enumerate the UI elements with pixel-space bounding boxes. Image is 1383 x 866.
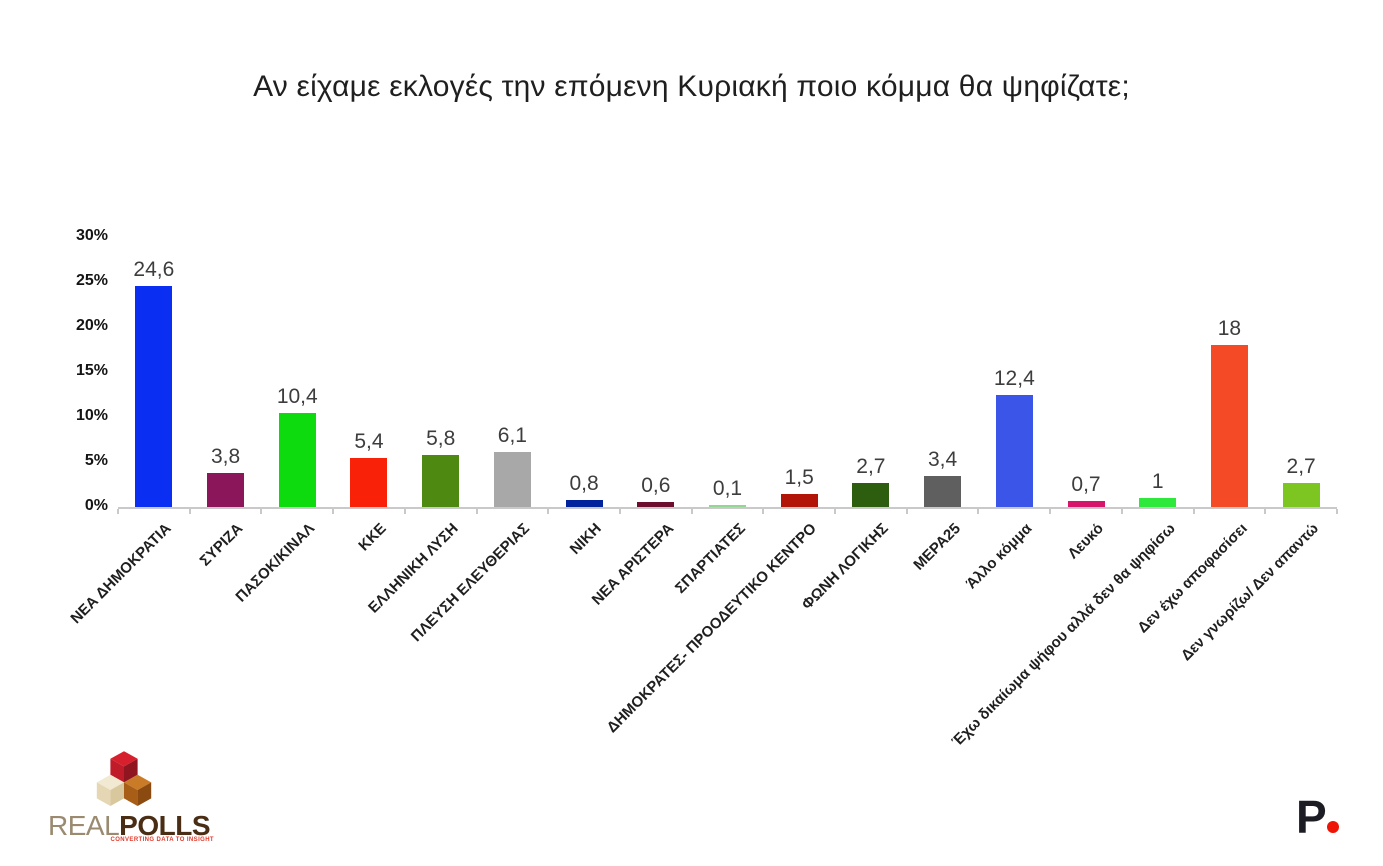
x-axis-tick — [1192, 509, 1195, 514]
realpolls-wordmark: REALPOLLS — [48, 810, 210, 842]
x-axis-category-label: Δεν γνωρίζω/ Δεν απαντώ — [1177, 520, 1323, 665]
p-logo-letter: P — [1296, 791, 1327, 843]
x-axis-tick — [1264, 509, 1267, 514]
x-axis-category-label: Άλλο κόμμα — [963, 520, 1036, 593]
bar — [135, 285, 173, 507]
y-axis-tick-label: 20% — [75, 317, 108, 334]
x-axis-tick — [1049, 509, 1052, 514]
bar-value-label: 10,4 — [276, 385, 318, 409]
x-axis-tick — [834, 509, 837, 514]
bar — [924, 476, 962, 507]
bar — [565, 499, 603, 507]
x-axis-tick — [260, 509, 263, 514]
bar — [422, 454, 460, 507]
bar — [1210, 345, 1248, 507]
y-axis-tick-label: 0% — [84, 497, 108, 514]
bar-value-label: 0,6 — [641, 473, 671, 497]
bar-value-label: 0,7 — [1071, 472, 1101, 496]
realpolls-text-polls: POLLS — [119, 810, 210, 841]
bar — [1067, 500, 1105, 507]
x-axis-tick — [1120, 509, 1123, 514]
bar-value-label: 5,4 — [354, 430, 384, 454]
x-axis-tick — [618, 509, 621, 514]
chart-title: Αν είχαμε εκλογές την επόμενη Κυριακή πο… — [253, 70, 1130, 103]
x-axis-tick — [977, 509, 980, 514]
x-axis-line — [118, 507, 1337, 509]
x-axis-category-label: ΝΕΑ ΔΗΜΟΚΡΑΤΙΑ — [67, 520, 175, 628]
x-axis-category-label: ΚΚΕ — [355, 520, 391, 555]
bar-value-label: 2,7 — [1286, 454, 1316, 478]
x-axis-tick — [403, 509, 406, 514]
bar — [278, 413, 316, 507]
y-axis-tick-label: 15% — [75, 362, 108, 379]
bar-value-label: 12,4 — [993, 367, 1035, 391]
x-axis-tick — [475, 509, 478, 514]
bar-value-label: 5,8 — [426, 426, 456, 450]
bar — [995, 395, 1033, 507]
y-axis-tick-label: 25% — [75, 272, 108, 289]
x-axis-category-label: ΠΛΕΥΣΗ ΕΛΕΥΘΕΡΙΑΣ — [408, 520, 534, 646]
bar-value-label: 1 — [1151, 470, 1164, 493]
x-axis-category-label: Λευκό — [1064, 520, 1108, 563]
bar — [637, 501, 675, 507]
bar — [493, 452, 531, 507]
x-axis-category-label: ΜΕΡΑ25 — [909, 520, 964, 574]
realpolls-text-real: REAL — [48, 810, 120, 841]
y-axis-tick-label: 10% — [75, 407, 108, 424]
realpolls-tagline: CONVERTING DATA TO INSIGHT — [110, 837, 214, 843]
bar — [709, 505, 746, 507]
x-axis-tick — [905, 509, 908, 514]
bar — [350, 458, 388, 507]
bar — [1139, 498, 1177, 507]
x-axis-tick — [762, 509, 765, 514]
realpolls-cubes-icon — [96, 751, 152, 806]
bar-value-label: 6,1 — [497, 424, 527, 448]
bar — [207, 472, 245, 507]
bar-value-label: 18 — [1217, 317, 1242, 340]
x-axis-category-label: ΣΥΡΙΖΑ — [196, 520, 247, 570]
bar-value-label: 2,7 — [856, 454, 886, 478]
y-axis-tick-label: 5% — [84, 452, 108, 469]
bar-value-label: 1,5 — [784, 465, 814, 489]
bar — [780, 493, 818, 507]
x-axis-category-label: ΠΑΣΟΚ/ΚΙΝΑΛ — [232, 520, 319, 606]
x-axis-tick — [1336, 509, 1338, 514]
pulse-p-logo: P — [1296, 790, 1339, 843]
y-axis-tick-label: 30% — [75, 227, 108, 244]
x-axis-tick — [188, 509, 191, 514]
bar-value-label: 3,8 — [210, 444, 241, 468]
bar — [852, 482, 890, 507]
p-logo-red-dot-icon — [1326, 821, 1339, 833]
x-axis-tick — [332, 509, 335, 514]
bar — [1282, 482, 1320, 507]
bar-value-label: 3,4 — [928, 448, 958, 472]
x-axis-category-label: ΣΠΑΡΤΙΑΤΕΣ — [671, 520, 749, 597]
realpolls-logo: REALPOLLS CONVERTING DATA TO INSIGHT — [48, 748, 218, 858]
x-axis-category-label: ΝΙΚΗ — [567, 520, 606, 558]
x-axis-tick — [117, 509, 119, 514]
bar-value-label: 0,1 — [712, 477, 743, 500]
x-axis-tick — [690, 509, 693, 514]
x-axis-tick — [547, 509, 550, 514]
bar-value-label: 24,6 — [133, 257, 175, 281]
bar-value-label: 0,8 — [569, 471, 599, 495]
